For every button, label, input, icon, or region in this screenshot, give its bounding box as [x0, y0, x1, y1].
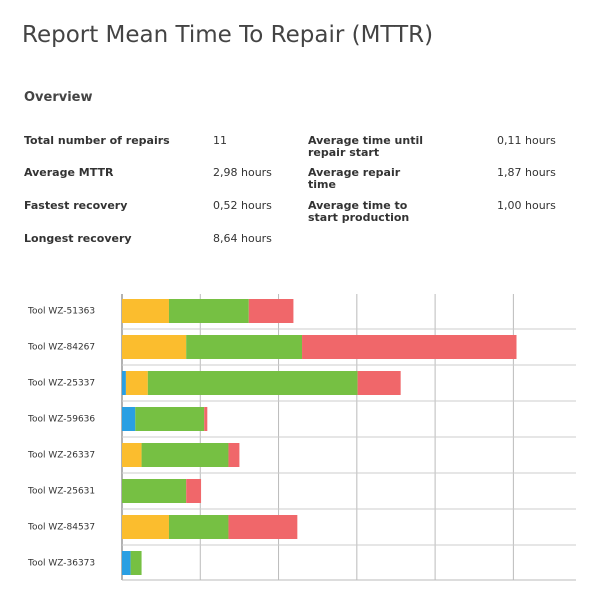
- stat-label: Average time until repair start: [308, 134, 424, 159]
- chart: Tool WZ-51363 Tool WZ-84267 Tool WZ-25337 T…: [27, 294, 576, 581]
- bar-segment: [168, 515, 229, 539]
- bar-segment: [204, 407, 208, 431]
- bar-segment: [248, 299, 294, 323]
- bar-segment: [125, 371, 148, 395]
- category-label: Tool WZ-51363: [27, 307, 95, 317]
- category-label: Tool WZ-36373: [27, 559, 95, 569]
- stat-label: Average time to start production: [308, 199, 410, 224]
- bar-segment: [141, 443, 229, 467]
- bar-segment: [357, 371, 401, 395]
- category-label: Tool WZ-25631: [27, 487, 95, 497]
- stat-label: Total number of repairs: [24, 134, 170, 147]
- bar-segment: [130, 551, 142, 575]
- bar-segment: [228, 443, 240, 467]
- overview-title: Overview: [24, 90, 93, 105]
- category-label: Tool WZ-84537: [27, 523, 95, 533]
- stat-value: 0,11 hours: [497, 134, 556, 147]
- stat-value: 11: [213, 134, 227, 147]
- stat-label: Longest recovery: [24, 232, 132, 245]
- bar-segment: [228, 515, 298, 539]
- bar-segment: [186, 335, 303, 359]
- stat-label: Average MTTR: [24, 166, 114, 179]
- bar-segment: [135, 407, 205, 431]
- stat-value: 8,64 hours: [213, 232, 272, 245]
- report-title: Report Mean Time To Repair (MTTR): [22, 22, 434, 48]
- bar-segment: [122, 371, 126, 395]
- bar-segment: [168, 299, 249, 323]
- bar-segment: [122, 299, 169, 323]
- category-label: Tool WZ-25337: [27, 379, 95, 389]
- bar-segment: [122, 515, 169, 539]
- bar-segment: [122, 479, 187, 503]
- category-label: Tool WZ-84267: [27, 343, 95, 353]
- bar-segment: [147, 371, 358, 395]
- category-label: Tool WZ-59636: [27, 415, 95, 425]
- bar-segment: [122, 443, 142, 467]
- stat-label: Average repair time: [308, 166, 401, 191]
- bar-segment: [122, 407, 136, 431]
- category-label: Tool WZ-26337: [27, 451, 95, 461]
- stat-value: 1,87 hours: [497, 166, 556, 179]
- stat-value: 2,98 hours: [213, 166, 272, 179]
- stat-value: 0,52 hours: [213, 199, 272, 212]
- bar-segment: [186, 479, 202, 503]
- bar-segment: [122, 551, 131, 575]
- stat-label: Fastest recovery: [24, 199, 128, 212]
- bar-segment: [302, 335, 517, 359]
- bar-segment: [122, 335, 187, 359]
- stat-value: 1,00 hours: [497, 199, 556, 212]
